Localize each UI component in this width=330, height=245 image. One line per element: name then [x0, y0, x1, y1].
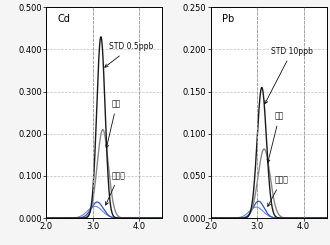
Text: 無添加: 無添加	[106, 171, 126, 205]
Text: 添加: 添加	[106, 99, 121, 148]
Text: 添加: 添加	[267, 112, 284, 163]
Text: 無添加: 無添加	[268, 176, 289, 206]
Text: Pb: Pb	[222, 14, 235, 24]
Text: Cd: Cd	[58, 14, 71, 24]
Text: STD 0.5ppb: STD 0.5ppb	[105, 42, 153, 67]
Text: STD 10ppb: STD 10ppb	[265, 47, 313, 104]
